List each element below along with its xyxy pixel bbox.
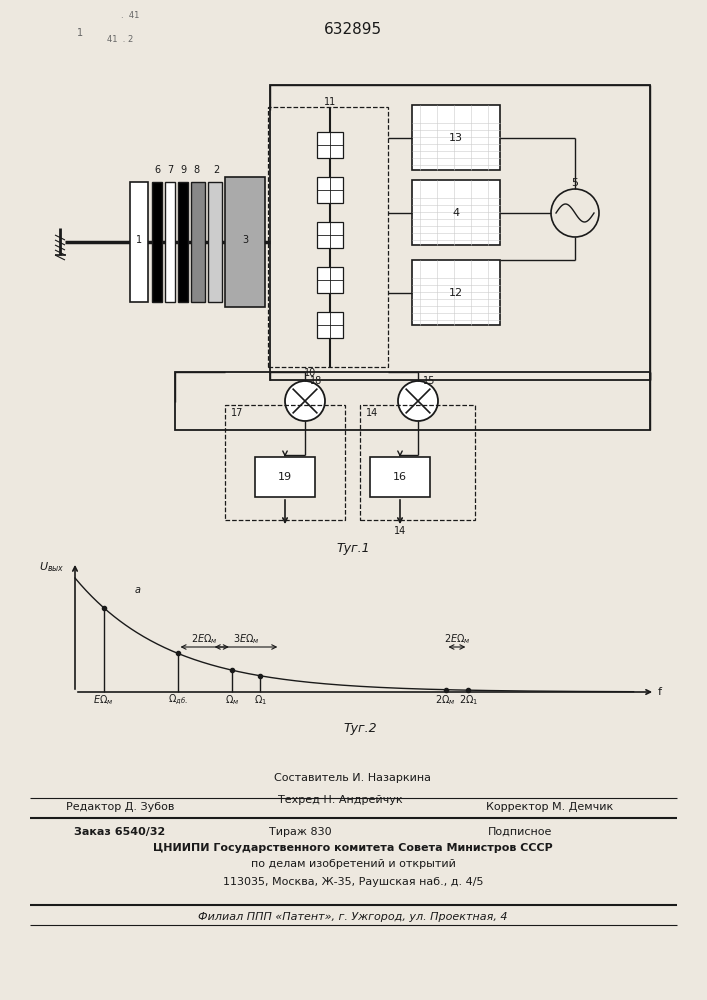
Text: $3E\Omega_м$: $3E\Omega_м$	[233, 632, 259, 646]
Text: 2: 2	[213, 165, 219, 175]
Text: 1: 1	[77, 28, 83, 38]
Text: 7: 7	[167, 165, 173, 175]
Bar	[178, 182, 188, 302]
Text: f: f	[658, 687, 662, 697]
Text: 9: 9	[180, 165, 186, 175]
Bar	[270, 85, 650, 380]
Text: 113035, Москва, Ж-35, Раушская наб., д. 4/5: 113035, Москва, Ж-35, Раушская наб., д. …	[223, 877, 484, 887]
Bar	[268, 107, 388, 367]
Text: по делам изобретений и открытий: по делам изобретений и открытий	[250, 859, 455, 869]
Text: 14: 14	[366, 408, 378, 418]
Bar	[412, 260, 500, 325]
Bar	[370, 457, 430, 497]
Text: 18: 18	[310, 376, 322, 386]
Text: $E\Omega_м$: $E\Omega_м$	[93, 693, 114, 707]
Text: Корректор М. Демчик: Корректор М. Демчик	[486, 802, 614, 812]
Text: $2\Omega_1$: $2\Omega_1$	[459, 693, 478, 707]
Text: ЦНИИПИ Государственного комитета Совета Министров СССР: ЦНИИПИ Государственного комитета Совета …	[153, 843, 553, 853]
Bar	[412, 105, 500, 170]
Text: Составитель И. Назаркина: Составитель И. Назаркина	[274, 773, 431, 783]
Text: .  41: . 41	[121, 10, 139, 19]
Text: Редактор Д. Зубов: Редактор Д. Зубов	[66, 802, 174, 812]
Bar	[165, 182, 175, 302]
Bar	[360, 405, 475, 520]
Text: $\Omega_м$: $\Omega_м$	[225, 693, 239, 707]
Text: $2\Omega_м$: $2\Omega_м$	[436, 693, 456, 707]
Text: 41  . 2: 41 . 2	[107, 35, 133, 44]
Text: 13: 13	[449, 133, 463, 143]
Bar	[317, 177, 343, 203]
Text: 14: 14	[394, 526, 406, 536]
Bar	[175, 372, 650, 430]
Text: $2E\Omega_м$: $2E\Omega_м$	[443, 632, 470, 646]
Bar	[317, 132, 343, 158]
Text: 8: 8	[193, 165, 199, 175]
Text: Тираж 830: Тираж 830	[269, 827, 332, 837]
Text: 16: 16	[393, 472, 407, 482]
Text: 15: 15	[423, 376, 436, 386]
Text: Τуг.1: Τуг.1	[337, 542, 370, 555]
Text: Филиал ППП «Патент», г. Ужгород, ул. Проектная, 4: Филиал ППП «Патент», г. Ужгород, ул. Про…	[198, 912, 508, 922]
Text: 17: 17	[231, 408, 243, 418]
Bar	[225, 177, 265, 307]
Text: $2E\Omega_м$: $2E\Omega_м$	[192, 632, 218, 646]
Bar	[191, 182, 205, 302]
Bar	[317, 222, 343, 248]
Bar	[255, 457, 315, 497]
Bar	[208, 182, 222, 302]
Text: 6: 6	[154, 165, 160, 175]
Text: 632895: 632895	[324, 22, 382, 37]
Text: 1: 1	[136, 235, 142, 245]
Text: 19: 19	[278, 472, 292, 482]
Text: 4: 4	[452, 208, 460, 218]
Bar	[130, 182, 148, 302]
Text: Заказ 6540/32: Заказ 6540/32	[74, 827, 165, 837]
Text: 5: 5	[571, 178, 578, 188]
Circle shape	[398, 381, 438, 421]
Text: 10: 10	[304, 368, 316, 378]
Bar	[152, 182, 162, 302]
Text: $U_{вых}$: $U_{вых}$	[40, 560, 65, 574]
Circle shape	[285, 381, 325, 421]
Bar	[317, 267, 343, 293]
Text: 3: 3	[242, 235, 248, 245]
Text: $\Omega_1$: $\Omega_1$	[254, 693, 267, 707]
Text: Τуг.2: Τуг.2	[343, 722, 377, 735]
Text: a: a	[135, 585, 141, 595]
Bar	[317, 312, 343, 338]
Text: 12: 12	[449, 288, 463, 298]
Text: $\Omega_{дб.}$: $\Omega_{дб.}$	[168, 693, 187, 707]
Bar	[412, 180, 500, 245]
Text: Техред Н. Андрейчук: Техред Н. Андрейчук	[278, 795, 402, 805]
Bar	[225, 405, 345, 520]
Text: Подписное: Подписное	[488, 827, 552, 837]
Text: 11: 11	[324, 97, 336, 107]
